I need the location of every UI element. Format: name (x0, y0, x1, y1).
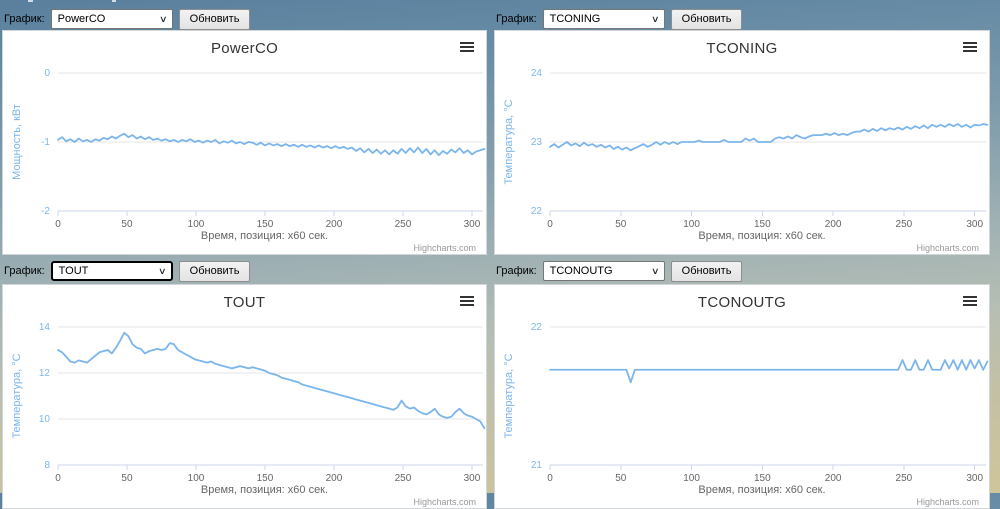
y-tick-label: 22 (531, 206, 543, 217)
context-menu-icon[interactable] (963, 296, 977, 308)
x-tick-label: 250 (896, 473, 913, 484)
x-tick-label: 200 (825, 473, 842, 484)
x-tick-label: 50 (121, 219, 133, 230)
x-tick-label: 200 (326, 473, 343, 484)
graph-select-label: График: (4, 13, 45, 25)
series-line (57, 331, 486, 430)
x-tick-label: 0 (547, 473, 553, 484)
clipped-text-artifact (112, 0, 116, 2)
x-tick-label: 100 (188, 473, 205, 484)
x-tick-label: 250 (395, 473, 412, 484)
chart-title: TCONING (706, 40, 778, 57)
refresh-button[interactable]: Обновить (178, 260, 251, 282)
graph-select-label: График: (496, 13, 537, 25)
chart-canvas: 14 12 10 80 50 100 150 200 250 300 (39, 322, 486, 484)
graph-select-value: PowerCO (57, 13, 106, 25)
x-tick-label: 100 (683, 473, 700, 484)
x-axis-title: Время, позиция: x60 сек. (698, 484, 826, 496)
graph-select-label: График: (4, 265, 45, 277)
x-tick-label: 300 (464, 219, 481, 230)
x-tick-label: 200 (326, 219, 343, 230)
chart-panel-tout: 14 12 10 8 0 50 100 150 200 250 300 TOUT Температу… (2, 284, 487, 509)
y-tick-label: 12 (39, 368, 51, 379)
refresh-button[interactable]: Обновить (670, 260, 743, 282)
chart-controls-tout: График: TOUT ∨ Обновить (4, 260, 251, 282)
y-axis-title: Температура, °C (503, 353, 515, 439)
x-tick-label: 300 (966, 219, 983, 230)
chart-canvas: 24 23 22 0 50 100 150 200 250 300 (531, 68, 989, 230)
x-tick-label: 150 (754, 473, 771, 484)
context-menu-icon[interactable] (963, 42, 977, 54)
x-tick-label: 50 (121, 473, 133, 484)
series-line (549, 123, 989, 152)
x-tick-label: 250 (395, 219, 412, 230)
y-tick-label: 22 (531, 322, 543, 333)
graph-select[interactable]: TCONOUTG ∨ (542, 261, 665, 281)
x-tick-label: 100 (188, 219, 205, 230)
y-tick-label: 0 (44, 68, 50, 79)
y-tick-label: -1 (41, 137, 50, 148)
refresh-button[interactable]: Обновить (670, 8, 743, 30)
graph-select[interactable]: TOUT ∨ (50, 261, 173, 281)
x-tick-label: 0 (547, 219, 553, 230)
refresh-button[interactable]: Обновить (178, 8, 251, 30)
y-tick-label: 8 (44, 460, 50, 471)
y-tick-label: 10 (39, 414, 51, 425)
graph-select[interactable]: TCONING ∨ (542, 9, 665, 29)
chart-title: TOUT (223, 294, 266, 311)
chart-panel-tconing: 24 23 22 0 50 100 150 200 250 300 TCONING Темпера… (494, 30, 990, 255)
x-tick-label: 200 (825, 219, 842, 230)
x-tick-label: 100 (683, 219, 700, 230)
series-line (549, 359, 989, 384)
chart-canvas: 22 21 0 50 100 150 200 250 300 (531, 322, 989, 484)
clipped-text-artifact (28, 0, 33, 2)
chart-controls-tconoutg: График: TCONOUTG ∨ Обновить (496, 260, 743, 282)
highcharts-credits-link[interactable]: Highcharts.com (916, 243, 979, 253)
chart-title: PowerCO (210, 40, 279, 57)
x-tick-label: 50 (615, 219, 627, 230)
y-axis-title: Мощность, кВт (11, 104, 23, 180)
x-tick-label: 150 (257, 473, 274, 484)
x-axis-title: Время, позиция: x60 сек. (200, 484, 329, 496)
chart-canvas: 0 -1 -2 0 50 100 150 200 250 300 (41, 68, 486, 230)
x-tick-label: 150 (257, 219, 274, 230)
x-tick-label: 150 (754, 219, 771, 230)
chart-panel-powerco: 0 -1 -2 0 50 100 150 200 250 300 PowerCO Мощность… (2, 30, 487, 255)
y-tick-label: 23 (531, 137, 543, 148)
x-tick-label: 50 (615, 473, 627, 484)
y-tick-label: 14 (39, 322, 51, 333)
context-menu-icon[interactable] (460, 42, 474, 54)
x-tick-label: 0 (55, 219, 61, 230)
x-tick-label: 250 (896, 219, 913, 230)
y-tick-label: 21 (531, 460, 543, 471)
chart-controls-tconing: График: TCONING ∨ Обновить (496, 8, 743, 30)
highcharts-credits-link[interactable]: Highcharts.com (413, 497, 476, 507)
y-axis-title: Температура, °C (11, 353, 23, 439)
graph-select-value: TCONING (549, 13, 601, 25)
highcharts-credits-link[interactable]: Highcharts.com (916, 497, 979, 507)
x-tick-label: 300 (464, 473, 481, 484)
graph-select-value: TCONOUTG (549, 265, 613, 277)
x-axis-title: Время, позиция: x60 сек. (698, 230, 826, 242)
highcharts-credits-link[interactable]: Highcharts.com (413, 243, 476, 253)
graph-select-label: График: (496, 265, 537, 277)
y-tick-label: -2 (41, 206, 50, 217)
x-axis-title: Время, позиция: x60 сек. (200, 230, 329, 242)
chart-panel-tconoutg: 22 21 0 50 100 150 200 250 300 TCONOUTG Температ… (494, 284, 990, 509)
x-tick-label: 300 (966, 473, 983, 484)
chevron-down-icon: ∨ (651, 265, 660, 276)
y-tick-label: 24 (531, 68, 543, 79)
chevron-down-icon: ∨ (651, 13, 660, 24)
y-axis-title: Температура, °C (503, 99, 515, 185)
chevron-down-icon: ∨ (159, 13, 168, 24)
chevron-down-icon: ∨ (158, 265, 167, 276)
chart-title: TCONOUTG (697, 294, 787, 311)
context-menu-icon[interactable] (460, 296, 474, 308)
series-line (57, 132, 486, 157)
graph-select[interactable]: PowerCO ∨ (50, 9, 173, 29)
graph-select-value: TOUT (58, 265, 89, 277)
x-tick-label: 0 (55, 473, 61, 484)
chart-controls-powerco: График: PowerCO ∨ Обновить (4, 8, 251, 30)
